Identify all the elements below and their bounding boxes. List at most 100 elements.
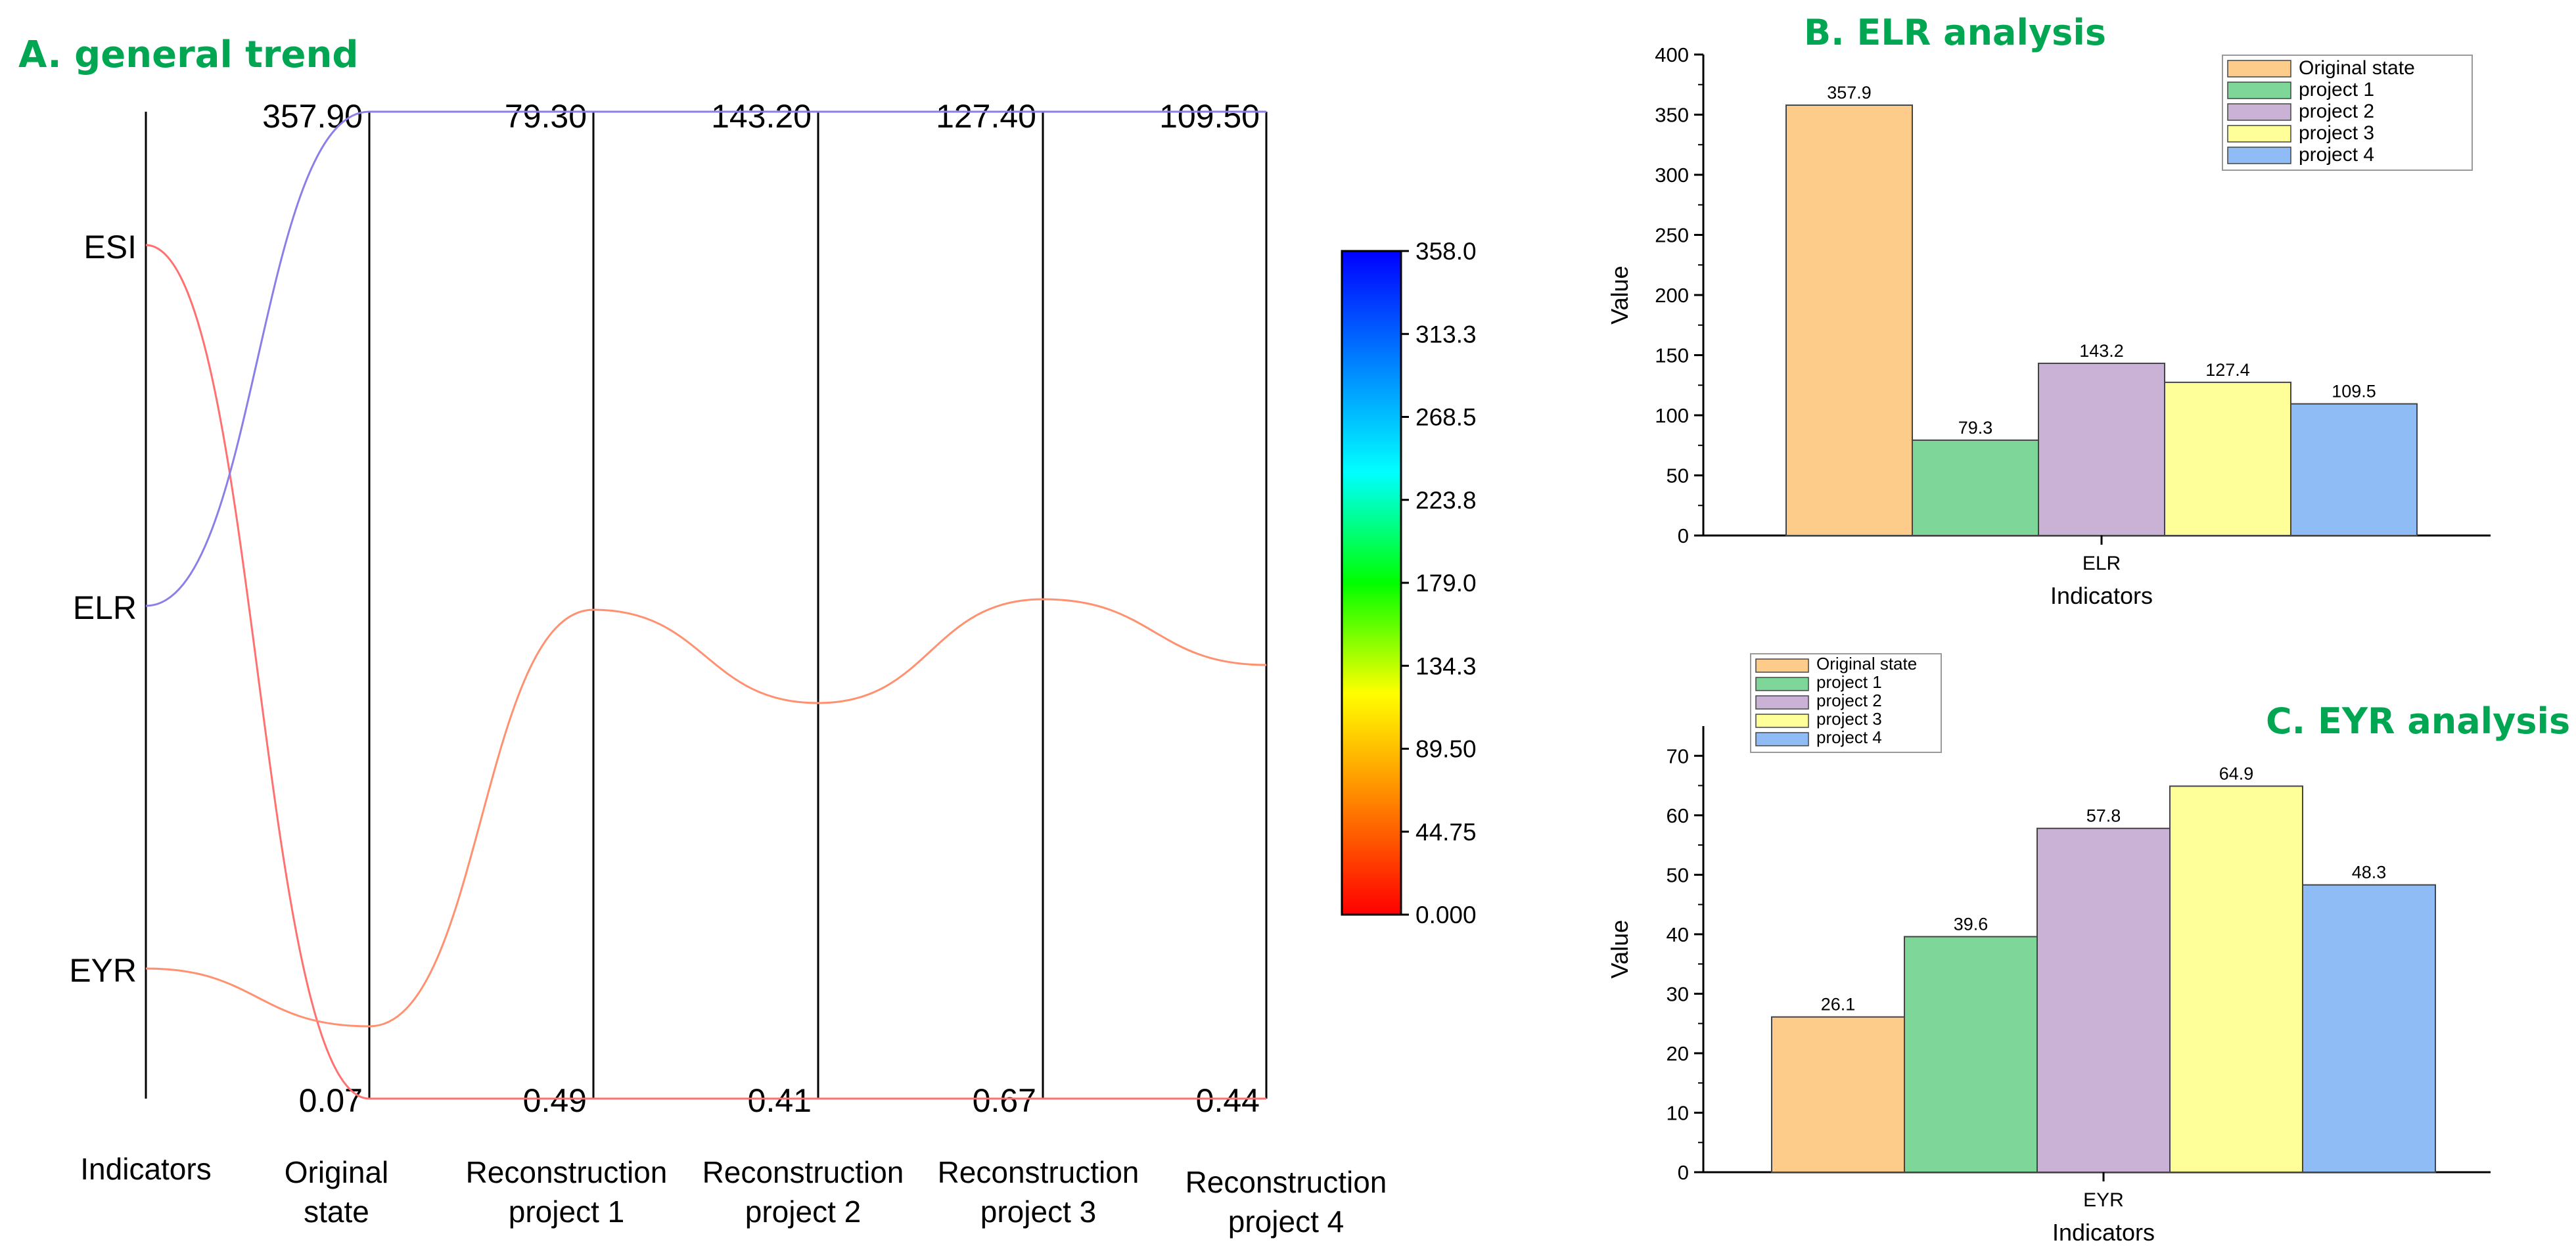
y-tick-label: 100 — [1655, 404, 1689, 427]
legend-entry: project 2 — [2299, 101, 2374, 122]
x-category-label: ELR — [2082, 553, 2121, 574]
bar-data-label: 127.4 — [2205, 360, 2250, 380]
panel-c-bar-chart: C. EYR analysis 0 10 20 30 40 50 60 70 26.1 39.6 5… — [1606, 653, 2570, 1246]
legend-entry: Original state — [1816, 654, 1917, 673]
axis-label-2: Reconstruction project 1 — [466, 1155, 668, 1229]
bar-data-label: 79.3 — [1958, 418, 1993, 438]
indicator-category-label: ESI — [83, 229, 137, 265]
bar-project-3 — [2164, 381, 2291, 536]
bar-project-2 — [2038, 362, 2165, 536]
axis-min-label: 0.07 — [299, 1082, 363, 1119]
parallel-line-esi — [145, 244, 1266, 1100]
parallel-line-elr — [145, 110, 1266, 607]
y-tick-label: 350 — [1655, 104, 1689, 127]
y-tick-label: 40 — [1667, 923, 1689, 946]
y-tick-label: 50 — [1667, 465, 1689, 488]
axis-min-label: 0.49 — [523, 1082, 587, 1119]
bar-data-label: 48.3 — [2352, 863, 2387, 882]
bar-data-label: 39.6 — [1954, 914, 1989, 934]
y-tick-label: 10 — [1667, 1101, 1689, 1124]
colorbar-tick-label: 268.5 — [1415, 404, 1477, 431]
legend-entry: project 3 — [2299, 122, 2374, 144]
legend-entry: project 1 — [1816, 672, 1882, 692]
legend-swatch — [1755, 695, 1809, 710]
y-tick-label: 400 — [1655, 43, 1689, 66]
legend-entry: Original state — [2299, 57, 2415, 79]
bar-data-label: 64.9 — [2219, 764, 2254, 783]
y-tick-label: 250 — [1655, 224, 1689, 247]
legend-entry: project 4 — [1816, 727, 1882, 747]
axis-min-label: 0.44 — [1196, 1082, 1260, 1119]
legend-entry: project 3 — [1816, 709, 1882, 729]
bar-project-4 — [2290, 403, 2418, 536]
chart-b-area: 0 50 100 150 200 250 300 350 400 357.9 79.3 143.2 12… — [1606, 43, 2491, 609]
axis-max-label: 109.50 — [1159, 98, 1260, 135]
y-tick-label: 200 — [1655, 284, 1689, 307]
axis-min-label: 0.67 — [973, 1082, 1036, 1119]
legend-swatch — [1755, 658, 1809, 673]
colorbar-tick-label: 358.0 — [1415, 238, 1477, 265]
x-axis-title: Indicators — [2052, 1219, 2155, 1246]
bar-project-3 — [2169, 785, 2303, 1174]
y-tick-label: 20 — [1667, 1042, 1689, 1065]
parallel-lines — [145, 110, 1267, 1100]
axis-label-0: Indicators — [80, 1152, 211, 1186]
y-tick-label: 150 — [1655, 344, 1689, 367]
axis-min-label: 0.41 — [748, 1082, 812, 1119]
bar-project-4 — [2302, 884, 2436, 1173]
axis-label-1: Original state — [285, 1155, 389, 1229]
y-tick-label: 60 — [1667, 804, 1689, 827]
legend-swatch — [2227, 60, 2291, 78]
bar-original-state — [1771, 1016, 1905, 1174]
axis-max-label: 357.90 — [262, 98, 363, 135]
colorbar-tick-label: 134.3 — [1415, 652, 1477, 679]
legend-swatch — [1755, 732, 1809, 746]
colorbar-gradient — [1341, 250, 1402, 916]
colorbar-tick-label: 179.0 — [1415, 570, 1477, 597]
bar-project-1 — [1904, 936, 2038, 1174]
axis-max-label: 127.40 — [936, 98, 1036, 135]
indicator-category-label: EYR — [69, 952, 137, 989]
legend-swatch — [2227, 125, 2291, 143]
bar-original-state — [1785, 104, 1913, 536]
colorbar: 358.0 313.3 268.5 223.8 179.0 134.3 89.50 44.75… — [1341, 238, 1477, 928]
parallel-axes: ESI ELR EYR 357.90 79.30 143.20 127.40 109.50 0.… — [69, 98, 1268, 1119]
colorbar-tick-label: 0.000 — [1415, 901, 1477, 928]
legend-swatch — [1755, 677, 1809, 691]
parallel-line-eyr — [145, 598, 1267, 1028]
legend-entry: project 2 — [1816, 691, 1882, 710]
bar-project-2 — [2036, 827, 2171, 1173]
legend-swatch — [1755, 714, 1809, 728]
y-tick-label: 70 — [1667, 744, 1689, 767]
y-tick-label: 30 — [1667, 982, 1689, 1005]
legend-swatch — [2227, 103, 2291, 121]
bar-data-label: 26.1 — [1821, 995, 1856, 1015]
y-tick-label: 0 — [1678, 524, 1689, 547]
legend-entry: project 1 — [2299, 79, 2374, 101]
panel-b-bar-chart: B. ELR analysis 0 50 100 150 200 250 300 350 400… — [1606, 12, 2491, 609]
bar-data-label: 109.5 — [2332, 382, 2376, 401]
bar-project-1 — [1912, 439, 2039, 536]
y-axis-title: Value — [1606, 265, 1633, 324]
x-axis-title: Indicators — [2050, 582, 2153, 609]
indicator-category-label: ELR — [73, 589, 137, 626]
colorbar-tick-label: 223.8 — [1415, 487, 1477, 514]
panel-a-title: A. general trend — [18, 34, 358, 76]
colorbar-tick-label: 44.75 — [1415, 819, 1477, 846]
panel-b-title: B. ELR analysis — [1804, 12, 2106, 53]
x-category-label: EYR — [2083, 1189, 2124, 1211]
y-axis-title: Value — [1606, 920, 1633, 978]
panel-c-title: C. EYR analysis — [2266, 700, 2570, 742]
panel-a-parallel-coordinates: A. general trend ESI ELR EYR 357.90 79.30 143… — [18, 34, 1477, 1239]
chart-c-area: 0 10 20 30 40 50 60 70 26.1 39.6 57.8 64.9 48.3 EYR In… — [1606, 653, 2491, 1246]
y-tick-label: 300 — [1655, 164, 1689, 187]
legend-swatch — [2227, 81, 2291, 99]
parallel-axis-labels: Indicators Original state Reconstruction pro… — [80, 1152, 1387, 1239]
y-tick-label: 50 — [1667, 863, 1689, 886]
axis-label-4: Reconstruction project 3 — [938, 1155, 1139, 1229]
colorbar-tick-label: 313.3 — [1415, 321, 1477, 348]
legend-swatch — [2227, 147, 2291, 164]
